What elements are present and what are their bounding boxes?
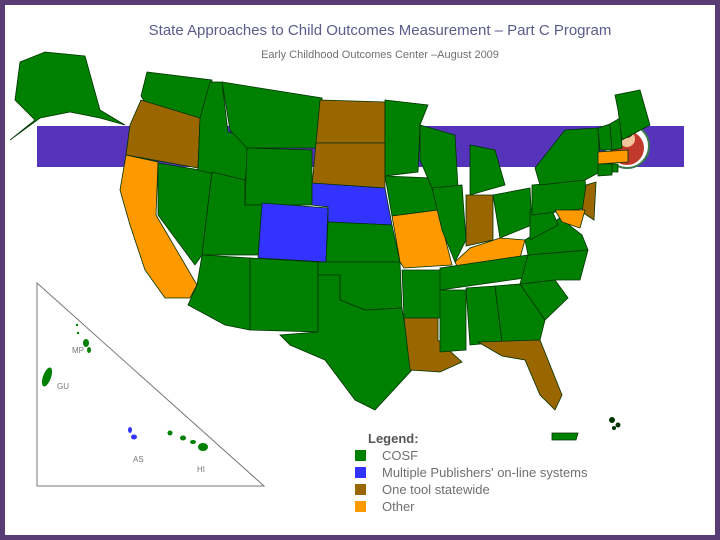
legend-swatch-onetool bbox=[355, 484, 366, 495]
legend-item-cosf: COSF bbox=[355, 447, 588, 464]
state-ND bbox=[315, 99, 386, 144]
state-MA bbox=[597, 149, 629, 165]
state-NM bbox=[249, 257, 319, 333]
state-OH bbox=[492, 187, 533, 239]
state-NJ bbox=[581, 181, 597, 221]
legend-swatch-cosf bbox=[355, 450, 366, 461]
state-NH bbox=[609, 117, 623, 151]
page-title: State Approaches to Child Outcomes Measu… bbox=[148, 22, 612, 39]
state-RI bbox=[611, 163, 619, 173]
state-IN bbox=[465, 194, 494, 247]
legend-label-other: Other bbox=[382, 499, 415, 514]
state-ME bbox=[614, 89, 651, 141]
state-CA bbox=[119, 154, 198, 299]
state-AK bbox=[9, 51, 126, 141]
state-OR bbox=[125, 99, 201, 169]
state-MS bbox=[439, 289, 467, 353]
legend-item-onetool: One tool statewide bbox=[355, 481, 588, 498]
legend-swatch-multiple bbox=[355, 467, 366, 478]
mp-islands-icon bbox=[75, 323, 91, 353]
label-as: AS bbox=[133, 455, 144, 464]
state-MN bbox=[384, 99, 429, 177]
state-IL bbox=[431, 184, 467, 263]
state-MD bbox=[554, 209, 586, 229]
legend-heading: Legend: bbox=[368, 431, 419, 446]
page-subtitle: Early Childhood Outcomes Center –August … bbox=[261, 49, 499, 61]
us-virgin-islands-icon bbox=[609, 417, 621, 430]
state-CO bbox=[257, 202, 329, 263]
legend-swatch-other bbox=[355, 501, 366, 512]
state-AR bbox=[401, 269, 446, 319]
state-CT bbox=[597, 163, 613, 177]
legend-label-multiple: Multiple Publishers' on-line systems bbox=[382, 465, 588, 480]
state-GA bbox=[494, 283, 546, 343]
label-hi: HI bbox=[197, 465, 205, 474]
state-TX bbox=[279, 274, 413, 411]
label-gu: GU bbox=[57, 382, 69, 391]
state-MI bbox=[469, 144, 506, 196]
state-AZ bbox=[187, 254, 251, 331]
legend: Legend: COSF Multiple Publishers' on-lin… bbox=[355, 430, 588, 515]
legend-label-onetool: One tool statewide bbox=[382, 482, 490, 497]
state-PR bbox=[551, 432, 579, 441]
gu-island-icon bbox=[41, 367, 53, 387]
state-WY bbox=[244, 147, 313, 206]
state-KS bbox=[325, 221, 401, 263]
state-MO bbox=[391, 209, 453, 269]
legend-item-multiple: Multiple Publishers' on-line systems bbox=[355, 464, 588, 481]
state-SD bbox=[311, 142, 386, 191]
label-mp: MP bbox=[72, 346, 84, 355]
territories-inset bbox=[36, 281, 266, 487]
legend-label-cosf: COSF bbox=[382, 448, 419, 463]
legend-item-other: Other bbox=[355, 498, 588, 515]
state-MT bbox=[221, 81, 323, 149]
state-LA bbox=[403, 317, 463, 373]
hi-islands-icon bbox=[167, 430, 208, 451]
as-islands-icon bbox=[128, 427, 137, 440]
state-FL bbox=[476, 339, 563, 411]
